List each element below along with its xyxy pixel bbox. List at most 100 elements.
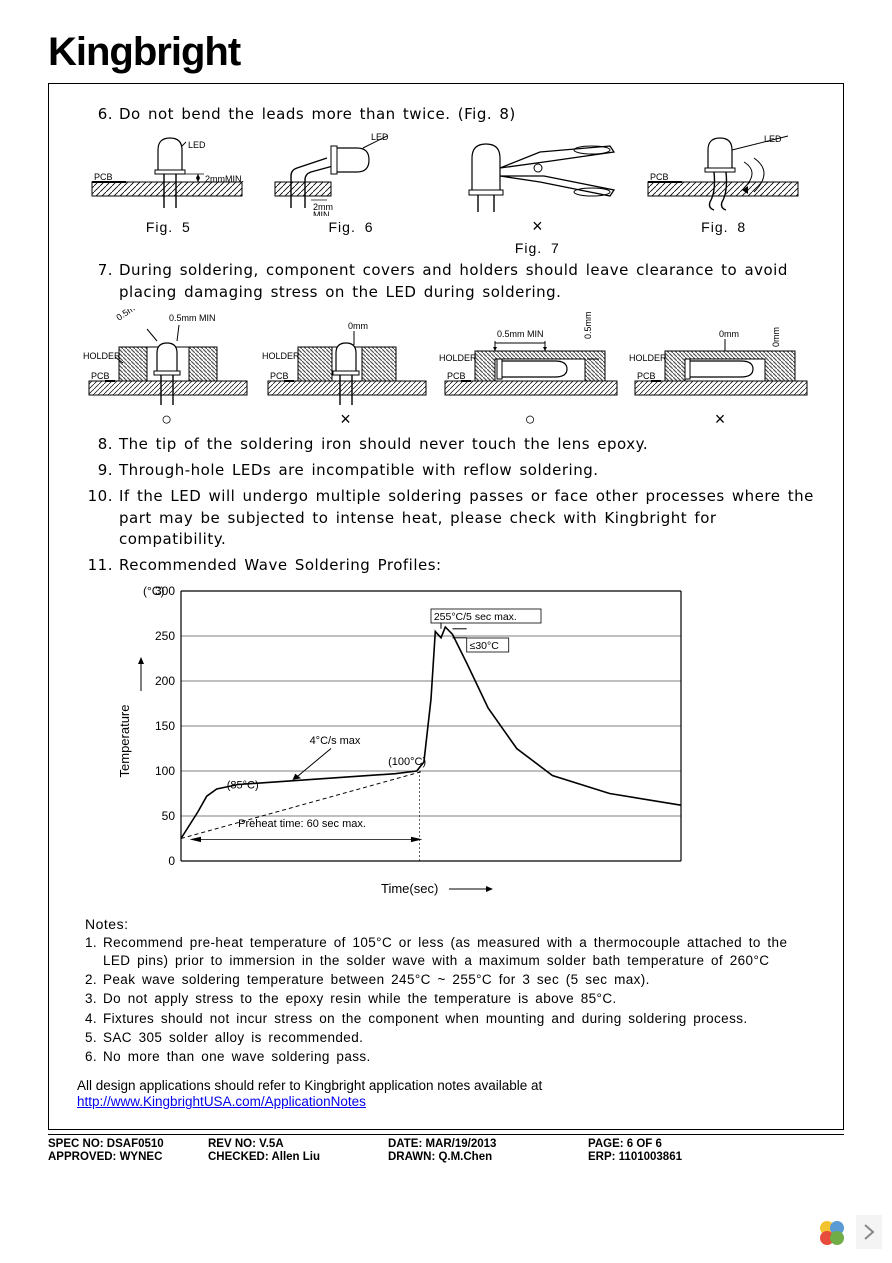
fig5-pcb: PCB — [94, 172, 113, 182]
appnote-link[interactable]: http://www.KingbrightUSA.com/Application… — [77, 1094, 366, 1109]
fig7-label: Fig. 7 — [442, 240, 632, 256]
footer-rev: REV NO: V.5A — [208, 1138, 388, 1150]
item-text: Recommended Wave Soldering Profiles: — [119, 555, 815, 577]
svg-text:50: 50 — [162, 809, 176, 823]
item-number: 10. — [77, 486, 119, 551]
figure-8: PCB LED Fig. 8 — [632, 132, 815, 256]
footer-date: DATE: MAR/19/2013 — [388, 1138, 588, 1150]
footer-drawn: DRAWN: Q.M.Chen — [388, 1151, 588, 1163]
holder4-dim2: 0mm — [771, 327, 781, 347]
holder3-dim2: 0.5mm MIN — [583, 309, 593, 339]
item-10: 10. If the LED will undergo multiple sol… — [77, 486, 815, 551]
footer-erp: ERP: 1101003861 — [588, 1151, 728, 1163]
footer-checked: CHECKED: Allen Liu — [208, 1151, 388, 1163]
holder-fig-4: HOLDER PCB 0mm 0mm × — [625, 309, 815, 430]
fig5-svg: PCB LED 2mmMIN. — [88, 132, 248, 216]
flower-icon[interactable] — [814, 1215, 848, 1249]
holder1-dim1: 0.5mm MIN — [114, 309, 158, 323]
note-4: 4.Fixtures should not incur stress on th… — [85, 1010, 815, 1028]
footer-spec: SPEC NO: DSAF0510 — [48, 1138, 208, 1150]
appnote-text: All design applications should refer to … — [77, 1078, 815, 1093]
svg-text:100: 100 — [155, 764, 175, 778]
svg-text:≤30°C: ≤30°C — [470, 640, 500, 652]
svg-text:255°C/5 sec max.: 255°C/5 sec max. — [434, 611, 517, 623]
svg-text:(85°C): (85°C) — [227, 779, 259, 791]
fig8-svg: PCB LED — [644, 132, 804, 216]
wave-solder-chart: 050100150200250300(°C)TemperatureTime(se… — [111, 581, 815, 906]
holder-label: HOLDER — [83, 351, 121, 361]
fig8-pcb: PCB — [650, 172, 669, 182]
holder-fig-3: HOLDER PCB 0.5mm MIN 0.5mm MIN ○ — [435, 309, 625, 430]
svg-text:4°C/s max: 4°C/s max — [310, 735, 361, 747]
holder1-svg: HOLDER PCB 0.5mm MIN 0.5mm MIN — [79, 309, 255, 409]
holder3-svg: HOLDER PCB 0.5mm MIN 0.5mm MIN — [435, 309, 625, 409]
svg-text:200: 200 — [155, 674, 175, 688]
svg-text:(°C): (°C) — [143, 584, 164, 598]
pcb-label: PCB — [447, 371, 466, 381]
figure-row-2: HOLDER PCB 0.5mm MIN 0.5mm MIN ○ — [77, 309, 815, 430]
fig6-led: LED — [371, 132, 389, 142]
item-number: 7. — [77, 260, 119, 304]
item-text: Through-hole LEDs are incompatible with … — [119, 460, 815, 482]
footer-page: PAGE: 6 OF 6 — [588, 1138, 728, 1150]
holder1-symbol: ○ — [77, 409, 256, 430]
item-text: During soldering, component covers and h… — [119, 260, 815, 304]
figure-5: PCB LED 2mmMIN. Fig. — [77, 132, 260, 256]
fig6-dim2: MIN. — [313, 210, 332, 216]
item-number: 6. — [77, 104, 119, 126]
item-text: The tip of the soldering iron should nev… — [119, 434, 815, 456]
item-text: Do not bend the leads more than twice. (… — [119, 104, 815, 126]
fig6-label: Fig. 6 — [260, 219, 443, 235]
item-number: 11. — [77, 555, 119, 577]
holder-label: HOLDER — [439, 353, 477, 363]
item-number: 9. — [77, 460, 119, 482]
fig7-svg — [442, 132, 632, 216]
fig8-label: Fig. 8 — [632, 219, 815, 235]
fig5-dim: 2mmMIN. — [205, 174, 244, 184]
item-text: If the LED will undergo multiple solderi… — [119, 486, 815, 551]
holder2-svg: HOLDER PCB 0mm — [258, 309, 434, 409]
fig5-label: Fig. 5 — [77, 219, 260, 235]
pcb-label: PCB — [91, 371, 110, 381]
holder-fig-2: HOLDER PCB 0mm × — [256, 309, 435, 430]
fig7-symbol: × — [442, 216, 632, 237]
item-9: 9. Through-hole LEDs are incompatible wi… — [77, 460, 815, 482]
fig6-svg: LED 2mm MIN. — [271, 132, 431, 216]
holder1-dim2: 0.5mm MIN — [169, 313, 216, 323]
chevron-right-icon[interactable] — [856, 1215, 882, 1249]
footer-row-1: SPEC NO: DSAF0510 REV NO: V.5A DATE: MAR… — [48, 1138, 844, 1150]
figure-row-1: PCB LED 2mmMIN. Fig. — [77, 132, 815, 256]
item-6: 6. Do not bend the leads more than twice… — [77, 104, 815, 126]
note-6: 6.No more than one wave soldering pass. — [85, 1048, 815, 1066]
holder-fig-1: HOLDER PCB 0.5mm MIN 0.5mm MIN ○ — [77, 309, 256, 430]
svg-text:150: 150 — [155, 719, 175, 733]
fig5-led: LED — [188, 140, 206, 150]
item-number: 8. — [77, 434, 119, 456]
svg-text:Time(sec): Time(sec) — [381, 881, 438, 896]
svg-text:Preheat time: 60 sec max.: Preheat time: 60 sec max. — [238, 818, 366, 830]
footer: SPEC NO: DSAF0510 REV NO: V.5A DATE: MAR… — [48, 1134, 844, 1163]
note-1: 1.Recommend pre-heat temperature of 105°… — [85, 934, 815, 970]
holder4-svg: HOLDER PCB 0mm 0mm — [625, 309, 815, 409]
holder3-symbol: ○ — [435, 409, 625, 430]
note-3: 3.Do not apply stress to the epoxy resin… — [85, 990, 815, 1008]
pcb-label: PCB — [270, 371, 289, 381]
holder4-dim1: 0mm — [719, 329, 739, 339]
svg-text:Temperature: Temperature — [117, 704, 132, 777]
svg-text:(100°C): (100°C) — [388, 756, 426, 768]
figure-7: × Fig. 7 — [442, 132, 632, 256]
notes-heading: Notes: — [85, 916, 815, 932]
note-2: 2.Peak wave soldering temperature betwee… — [85, 971, 815, 989]
bottom-nav — [814, 1215, 882, 1249]
holder3-dim1: 0.5mm MIN — [497, 329, 544, 339]
holder2-dim: 0mm — [348, 321, 368, 331]
chart-svg: 050100150200250300(°C)TemperatureTime(se… — [111, 581, 691, 901]
note-5: 5.SAC 305 solder alloy is recommended. — [85, 1029, 815, 1047]
footer-row-2: APPROVED: WYNEC CHECKED: Allen Liu DRAWN… — [48, 1151, 844, 1163]
content-box: 6. Do not bend the leads more than twice… — [48, 83, 844, 1130]
logo: Kingbright — [48, 30, 844, 75]
svg-text:250: 250 — [155, 629, 175, 643]
holder2-symbol: × — [256, 409, 435, 430]
fig8-led: LED — [764, 134, 782, 144]
item-7: 7. During soldering, component covers an… — [77, 260, 815, 304]
